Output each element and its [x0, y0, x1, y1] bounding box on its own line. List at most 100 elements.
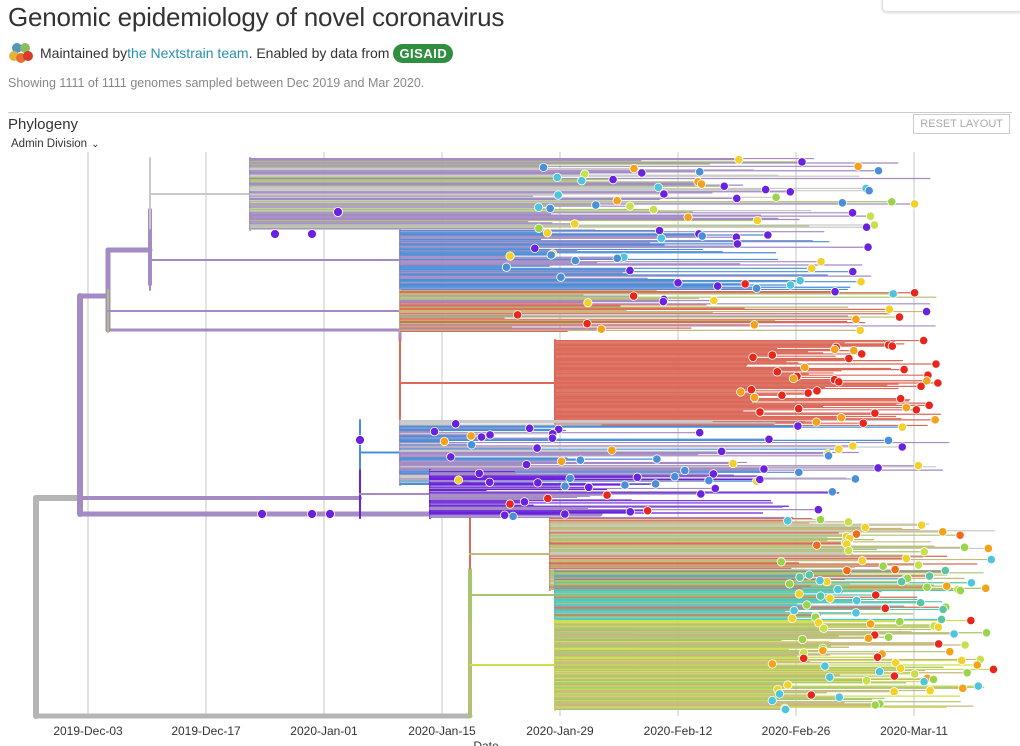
tip [612, 196, 622, 206]
tip [696, 489, 706, 499]
tip [643, 506, 653, 516]
tip [889, 687, 899, 697]
tip [734, 155, 744, 165]
tip [749, 392, 760, 403]
tip [931, 359, 941, 369]
tip [453, 475, 464, 485]
tip [843, 517, 854, 527]
tip [962, 668, 972, 678]
tip [913, 461, 923, 471]
tip [825, 593, 835, 603]
tip [924, 400, 934, 410]
tip [897, 442, 907, 452]
nextstrain-logo [9, 43, 33, 63]
tip [596, 324, 606, 334]
tip [960, 640, 970, 650]
tip [333, 207, 343, 217]
tip [525, 423, 535, 433]
tree-branches [33, 157, 995, 719]
gisaid-logo[interactable]: GISAID [393, 43, 454, 63]
tip [629, 163, 639, 174]
chevron-down-icon: ⌄ [91, 138, 100, 150]
tip [938, 527, 948, 537]
tip [834, 444, 844, 454]
tip [696, 179, 707, 189]
tip [776, 557, 786, 567]
tip [887, 341, 897, 351]
tip [818, 645, 828, 656]
tip [485, 477, 495, 487]
tip [925, 685, 935, 696]
tip [864, 186, 874, 196]
tip [871, 590, 881, 600]
tip [874, 667, 885, 677]
tip [942, 581, 952, 591]
tree-tips [257, 155, 999, 715]
tip [803, 388, 813, 398]
tip [780, 704, 791, 715]
tip [827, 487, 837, 497]
tip [746, 385, 756, 395]
tip [861, 222, 872, 232]
tip [802, 600, 812, 610]
tip [924, 571, 935, 581]
tip [673, 278, 683, 288]
tip [534, 202, 544, 212]
tip [466, 440, 477, 450]
tip [307, 509, 317, 519]
tip [767, 350, 777, 360]
tip [439, 436, 449, 447]
tip [602, 490, 612, 500]
tip [955, 530, 965, 540]
tip [957, 655, 967, 666]
tip [767, 695, 777, 706]
tip [922, 582, 932, 592]
top-right-dropdown-edge[interactable] [882, 0, 1020, 12]
tip [752, 283, 762, 293]
tip [625, 265, 635, 276]
tip [752, 215, 762, 226]
tip [861, 675, 872, 686]
panel-title: Phylogeny [8, 116, 79, 133]
tip [728, 458, 738, 469]
tip [949, 629, 959, 639]
tip [797, 157, 807, 167]
tip [783, 680, 793, 690]
reset-layout-button[interactable]: RESET LAYOUT [913, 114, 1010, 134]
nextstrain-team-link[interactable]: the Nextstrain team [127, 45, 249, 61]
tip [749, 320, 759, 330]
tip [830, 287, 840, 297]
tip [697, 231, 707, 241]
phylogeny-tree[interactable]: 2019-Dec-03 2019-Dec-17 2020-Jan-01 2020-Ja… [0, 150, 1020, 746]
tip [546, 250, 556, 260]
tip [872, 652, 883, 662]
tip [451, 419, 461, 429]
color-by-dropdown[interactable]: Admin Division ⌄ [11, 138, 99, 150]
tip [325, 509, 335, 519]
tip [556, 456, 567, 466]
tip [543, 493, 553, 504]
x-tick-label: 2020-Jan-15 [408, 724, 476, 738]
tip [851, 608, 861, 618]
tip [811, 417, 821, 427]
tip [922, 376, 932, 386]
tip [945, 647, 955, 657]
byline-mid: . Enabled by data from [248, 45, 390, 61]
tip [812, 386, 822, 396]
tip [556, 272, 566, 282]
tip [695, 428, 705, 438]
tip [710, 483, 720, 494]
tip [910, 669, 920, 679]
x-tick-label: 2020-Mar-11 [880, 724, 948, 738]
tip [789, 605, 799, 616]
tip [857, 349, 867, 359]
tip [860, 522, 870, 533]
tip [917, 520, 927, 530]
byline: Maintained by the Nextstrain team . Enab… [8, 40, 454, 66]
tip [988, 664, 999, 675]
tip [797, 634, 808, 645]
tip [930, 415, 940, 425]
tip [508, 511, 518, 521]
tip [916, 598, 926, 608]
tip [880, 603, 890, 613]
